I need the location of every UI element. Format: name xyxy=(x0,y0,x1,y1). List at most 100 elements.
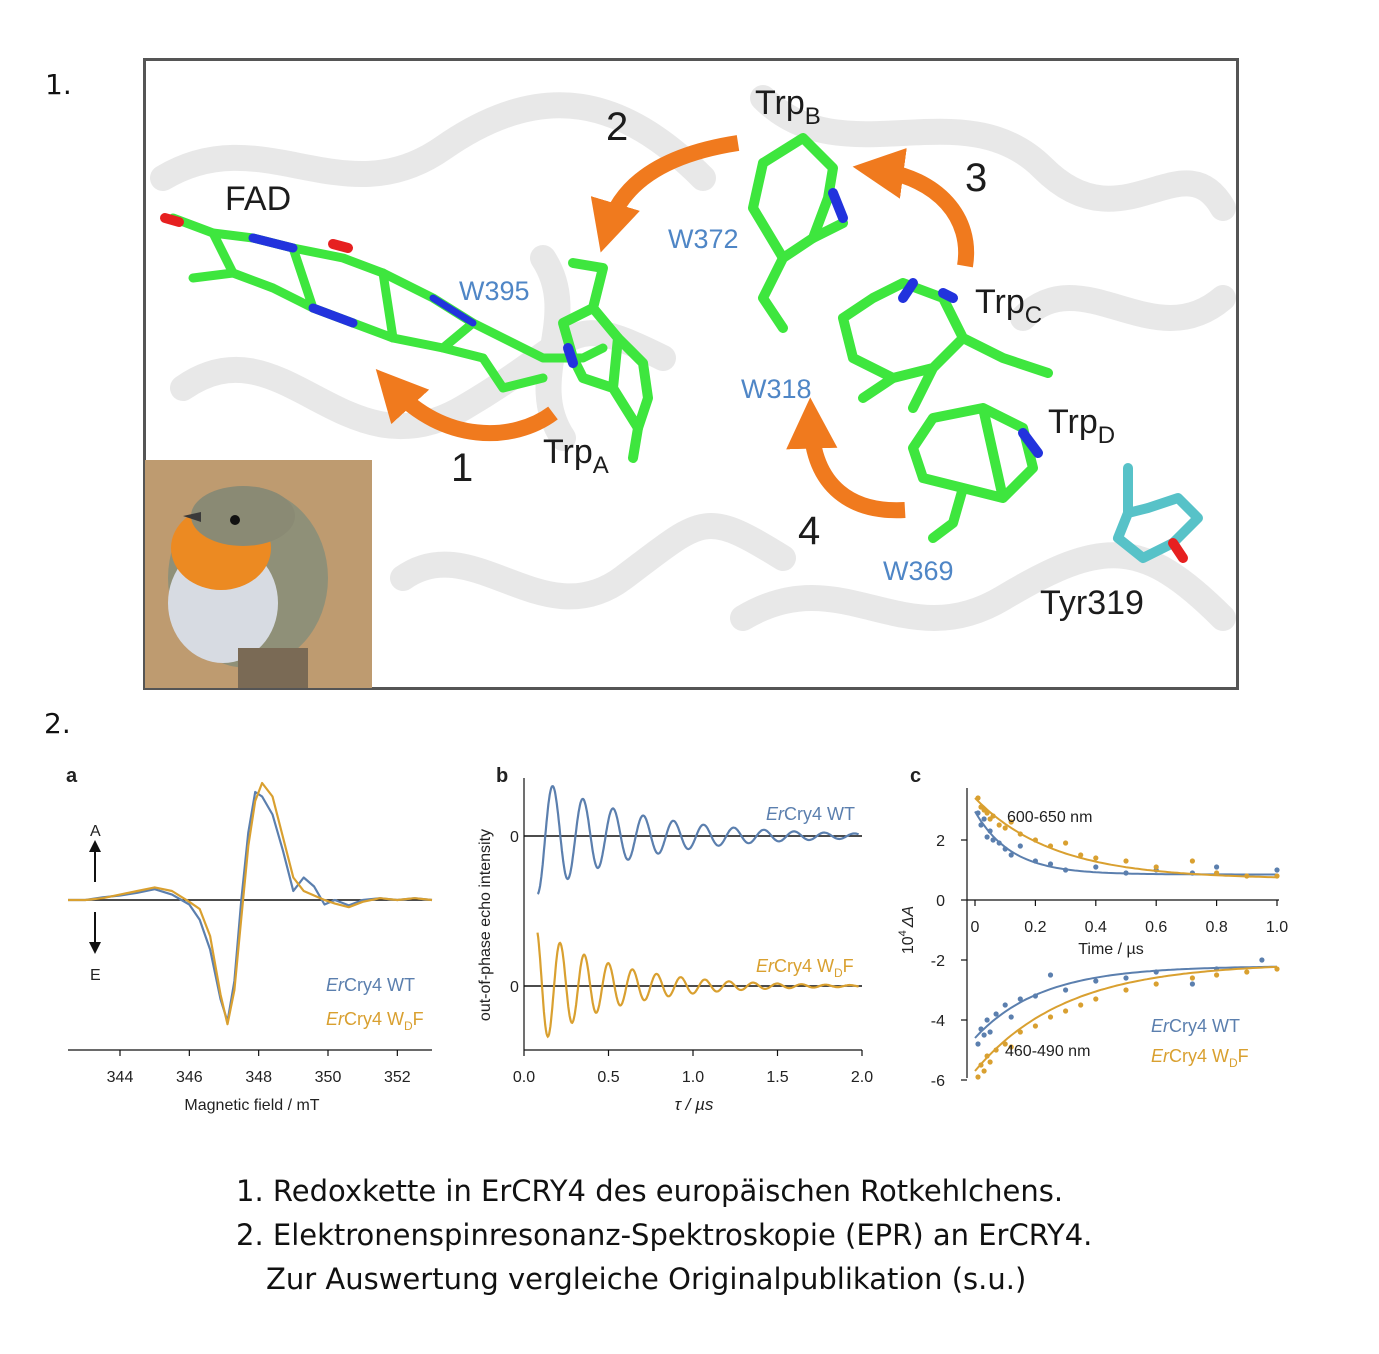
label-w318: W318 xyxy=(741,374,812,404)
panel-a-series-1 xyxy=(68,781,433,1026)
panel-b-letter: b xyxy=(496,765,508,787)
panel-c-transient-absorption: c 104ΔA 2 0 -2 -4 -6 0 0.2 0.4 0.6 0.8 1.0 Time /… xyxy=(897,765,1288,1090)
panel-c-point xyxy=(1047,1014,1054,1020)
label-step-2: 2 xyxy=(606,105,628,149)
panel-c-xtick-label: 1.0 xyxy=(1266,919,1288,936)
panel-c-legend-wdf: ErCry4 WDF xyxy=(1151,1046,1249,1070)
panel-c-point xyxy=(975,1041,981,1047)
panel-a-xtick-label: 352 xyxy=(384,1069,411,1086)
panel-b-series-1 xyxy=(536,932,859,1039)
panel-c-point xyxy=(984,1017,990,1023)
panel-b-xtick-label: 0.0 xyxy=(513,1069,535,1086)
panel-c-range-top: 600-650 nm xyxy=(1007,809,1092,826)
label-fad: FAD xyxy=(225,180,291,218)
panel-c-point xyxy=(975,1074,981,1080)
panel-c-point xyxy=(1093,864,1099,870)
label-trp-d: TrpD xyxy=(1048,403,1115,449)
panel-c-point xyxy=(996,822,1002,828)
panel-c-point xyxy=(981,816,987,822)
panel-c-point xyxy=(1259,957,1265,963)
label-step-4: 4 xyxy=(798,509,820,553)
panel-c-point xyxy=(1063,840,1069,846)
panel-c-fit-0 xyxy=(974,810,1277,876)
panel-b-xtick-label: 2.0 xyxy=(851,1069,873,1086)
panel-b-zero-label-bottom: 0 xyxy=(510,979,519,996)
trp-a-molecule xyxy=(558,258,653,463)
panel-c-xtick-label: 0 xyxy=(971,919,980,936)
panel-c-point xyxy=(1008,852,1014,858)
panel-c-point xyxy=(1047,861,1054,867)
panel-c-point xyxy=(1017,996,1023,1002)
panel-c-point xyxy=(1093,996,1099,1002)
label-trp-b: TrpB xyxy=(755,84,821,130)
label-step-1: 1 xyxy=(451,446,473,490)
panel-c-xlabel: Time / µs xyxy=(1078,941,1144,958)
panel-a-xtick-label: 348 xyxy=(245,1069,272,1086)
panel-c-point xyxy=(1063,1008,1069,1014)
panel-b-zero-label-top: 0 xyxy=(510,829,519,846)
panel-c-point xyxy=(987,1059,993,1065)
absorption-arrow xyxy=(89,840,101,882)
robin-photo xyxy=(145,460,372,688)
panel-c-point xyxy=(1153,981,1159,987)
emission-label: E xyxy=(90,967,101,984)
panel-b-series-0 xyxy=(536,785,860,895)
panel-c-ylabel: 104ΔA xyxy=(897,906,917,954)
tyr319-molecule xyxy=(1113,463,1203,563)
panel-c-point xyxy=(1047,972,1054,978)
panel-c-point xyxy=(1214,864,1220,870)
panel-b-xtick-label: 0.5 xyxy=(597,1069,619,1086)
panel-c-xtick-label: 0.2 xyxy=(1024,919,1046,936)
panel-a-series-0 xyxy=(68,790,433,1023)
panel-c-point xyxy=(1093,855,1099,861)
label-trp-c: TrpC xyxy=(975,283,1042,329)
panel-a-xlabel: Magnetic field / mT xyxy=(184,1097,319,1114)
section-label-1: 1. xyxy=(45,68,72,101)
panel-c-point xyxy=(1078,1002,1084,1008)
panel-c-point xyxy=(1214,972,1220,978)
panel-c-point xyxy=(1189,981,1195,987)
panel-c-point xyxy=(1274,867,1280,873)
panel-c-point xyxy=(1008,1044,1014,1050)
arrow-step-3 xyxy=(852,148,975,268)
panel-c-legend-wt: ErCry4 WT xyxy=(1151,1016,1240,1036)
panel-a-xtick-label: 346 xyxy=(176,1069,203,1086)
label-tyr319: Tyr319 xyxy=(1040,584,1144,622)
panel-c-ytick-label: -6 xyxy=(931,1073,945,1090)
caption-line-3: Zur Auswertung vergleiche Originalpublik… xyxy=(266,1262,1027,1296)
panel-c-xtick-label: 0.8 xyxy=(1205,919,1227,936)
panel-c-xtick-label: 0.6 xyxy=(1145,919,1167,936)
panel-c-ytick-label: 2 xyxy=(936,833,945,850)
fad-molecule xyxy=(160,213,608,393)
label-trp-a: TrpA xyxy=(543,433,609,479)
panel-c-point xyxy=(1123,858,1129,864)
label-step-3: 3 xyxy=(965,156,987,200)
label-w372: W372 xyxy=(668,224,739,254)
panel-c-point xyxy=(1008,819,1014,825)
panel-c-point xyxy=(1123,975,1129,981)
panel-b-xtick-label: 1.5 xyxy=(766,1069,788,1086)
label-w395: W395 xyxy=(459,276,530,306)
panel-c-point xyxy=(1002,1002,1008,1008)
caption-line-2: 2. Elektronenspinresonanz-Spektroskopie … xyxy=(236,1218,1093,1252)
absorption-label: A xyxy=(90,823,101,840)
panel-c-point xyxy=(1017,843,1023,849)
panel-b-legend-wdf: ErCry4 WDF xyxy=(756,956,854,980)
arrow-step-1 xyxy=(375,369,558,442)
panel-c-ytick-label: -4 xyxy=(931,1013,945,1030)
panel-c-fit-3 xyxy=(974,965,1278,1072)
panel-c-point xyxy=(993,1011,999,1017)
panel-c-point xyxy=(1093,978,1099,984)
panel-c-xtick-label: 0.4 xyxy=(1085,919,1107,936)
panel-b-xlabel: τ / µs xyxy=(675,1095,714,1114)
trp-b-molecule xyxy=(748,133,848,333)
panel-c-point xyxy=(1123,987,1129,993)
panel-c-range-bottom: 460-490 nm xyxy=(1005,1043,1090,1060)
arrow-step-2 xyxy=(590,135,740,253)
electron-transfer-arrows xyxy=(375,135,975,519)
panel-a-xtick-label: 344 xyxy=(107,1069,134,1086)
panel-b-ylabel: out-of-phase echo intensity xyxy=(477,829,494,1021)
trp-d-molecule xyxy=(908,403,1043,543)
panel-b-echo-intensity: b out-of-phase echo intensity 0 0 0.0 0.5… xyxy=(477,765,873,1114)
panel-c-ytick-label: -2 xyxy=(931,953,945,970)
